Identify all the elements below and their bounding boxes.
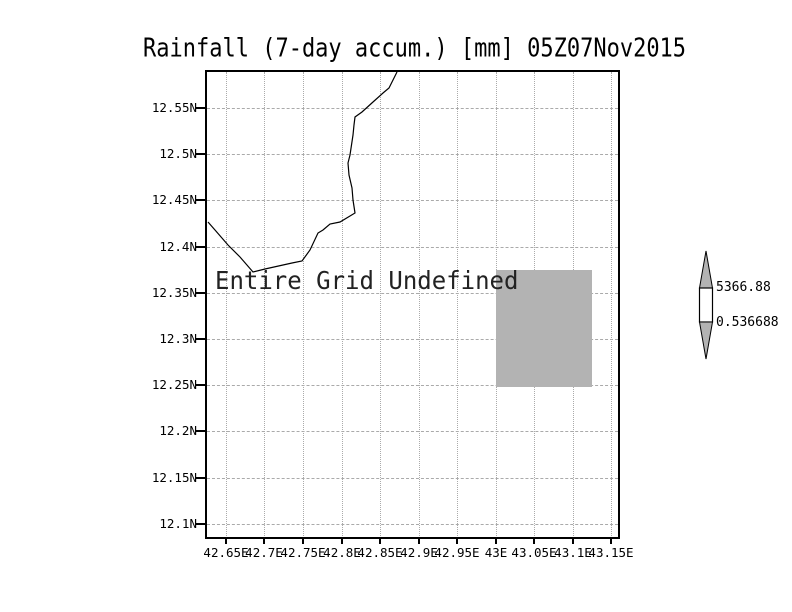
coastline-map [207, 72, 398, 273]
gridline-horizontal [207, 108, 618, 109]
x-tick-mark [533, 537, 535, 544]
colorbar-up-arrow-icon [698, 250, 714, 289]
gridline-horizontal [207, 478, 618, 479]
y-tick-mark [196, 338, 207, 340]
y-tick-label: 12.25N [151, 377, 197, 392]
x-tick-label: 43E [484, 545, 508, 560]
y-tick-mark [196, 107, 207, 109]
gridline-horizontal [207, 293, 618, 294]
x-tick-label: 43.05E [511, 545, 557, 560]
gridline-vertical [457, 72, 458, 538]
gridline-vertical [264, 72, 265, 538]
x-tick-mark [341, 537, 343, 544]
y-tick-label: 12.45N [151, 192, 197, 207]
gridline-vertical [303, 72, 304, 538]
y-tick-label: 12.15N [151, 470, 197, 485]
plot-title: Rainfall (7-day accum.) [mm] 05Z07Nov201… [143, 34, 687, 64]
x-tick-label: 43.15E [588, 545, 634, 560]
y-tick-label: 12.1N [159, 516, 197, 531]
y-tick-mark [196, 384, 207, 386]
x-tick-label: 42.95E [434, 545, 480, 560]
y-tick-mark [196, 246, 207, 248]
colorbar-value-box [698, 287, 714, 323]
y-tick-label: 12.55N [151, 100, 197, 115]
colorbar [698, 250, 714, 360]
x-tick-label: 42.8E [323, 545, 361, 560]
gridline-horizontal [207, 431, 618, 432]
gridline-horizontal [207, 385, 618, 386]
plot-frame [205, 70, 620, 539]
y-tick-mark [196, 199, 207, 201]
colorbar-down-arrow-icon [698, 321, 714, 360]
coastline-path [207, 72, 398, 273]
x-tick-mark [225, 537, 227, 544]
gridline-horizontal [207, 247, 618, 248]
x-tick-label: 43.1E [554, 545, 592, 560]
colorbar-max-label: 5366.88 [716, 280, 771, 295]
x-tick-mark [379, 537, 381, 544]
x-tick-label: 42.65E [203, 545, 249, 560]
x-tick-mark [572, 537, 574, 544]
y-tick-mark [196, 153, 207, 155]
x-tick-mark [495, 537, 497, 544]
y-tick-mark [196, 523, 207, 525]
y-tick-label: 12.2N [159, 423, 197, 438]
x-tick-mark [610, 537, 612, 544]
gridline-vertical [419, 72, 420, 538]
gridline-horizontal [207, 524, 618, 525]
gridline-vertical [226, 72, 227, 538]
gridline-horizontal [207, 339, 618, 340]
x-tick-mark [263, 537, 265, 544]
undefined-grid-label: Entire Grid Undefined [215, 266, 519, 296]
x-tick-mark [302, 537, 304, 544]
gridline-vertical [342, 72, 343, 538]
x-tick-label: 42.7E [245, 545, 283, 560]
shaded-grid-cell [496, 270, 592, 387]
x-tick-label: 42.85E [357, 545, 403, 560]
x-tick-mark [456, 537, 458, 544]
gridline-vertical [380, 72, 381, 538]
x-tick-mark [418, 537, 420, 544]
y-tick-mark [196, 477, 207, 479]
x-tick-label: 42.75E [280, 545, 326, 560]
y-tick-label: 12.3N [159, 331, 197, 346]
gridline-horizontal [207, 154, 618, 155]
y-tick-label: 12.5N [159, 146, 197, 161]
gridline-vertical [611, 72, 612, 538]
y-tick-mark [196, 292, 207, 294]
x-tick-label: 42.9E [400, 545, 438, 560]
gridline-horizontal [207, 200, 618, 201]
y-tick-label: 12.35N [151, 285, 197, 300]
y-tick-mark [196, 430, 207, 432]
y-tick-label: 12.4N [159, 239, 197, 254]
colorbar-min-label: 0.536688 [716, 315, 779, 330]
